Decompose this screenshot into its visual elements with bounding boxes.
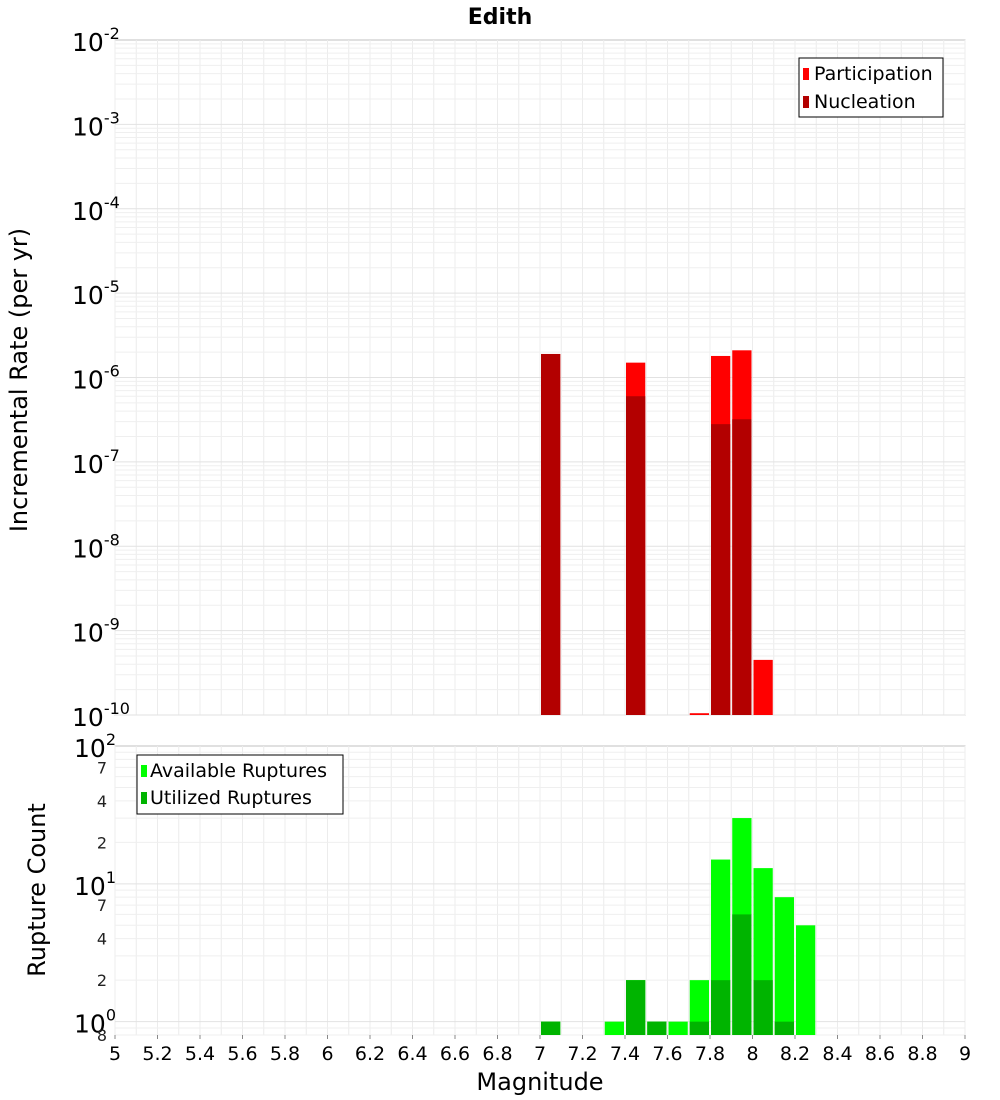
- count-gridlines: [114, 746, 966, 1036]
- participation-legend-label: Participation: [814, 63, 933, 85]
- rate-nucleation-bar: [711, 424, 731, 715]
- available-legend-label: Available Ruptures: [150, 760, 327, 782]
- count-y-minor-tick-label: 2: [97, 833, 107, 852]
- count-y-major-tick-label: 101: [74, 868, 116, 901]
- rate-y-tick-label: 10-9: [72, 615, 120, 648]
- utilized-legend-swatch: [141, 792, 147, 804]
- rate-y-tick-label: 10-10: [72, 699, 130, 732]
- rate-y-tick-label: 10-7: [72, 446, 120, 479]
- count-legend-box: [136, 754, 344, 815]
- count-y-minor-tick-label: 7: [97, 896, 107, 915]
- count-y-minor-tick-label: 4: [97, 930, 107, 949]
- rate-y-ticks: 10-2 10-3 10-4 10-5 10-6 10-7 10-8 10-9 10-10: [72, 24, 130, 732]
- x-tick-label: 7.2: [567, 1043, 597, 1065]
- x-tick-label: 6.6: [440, 1043, 470, 1065]
- count-available-ruptures-bar: [689, 980, 709, 1035]
- rate-y-axis-title: Incremental Rate (per yr): [5, 228, 33, 532]
- x-tick-label: 7.6: [652, 1043, 682, 1065]
- rate-participation-bar: [753, 659, 773, 715]
- rate-nucleation-bar: [541, 353, 561, 715]
- count-utilized-ruptures-bar: [774, 1021, 794, 1035]
- rate-nucleation-bar: [626, 396, 646, 715]
- nucleation-legend-label: Nucleation: [814, 91, 916, 113]
- participation-legend-swatch: [803, 68, 809, 80]
- count-available-ruptures-bar: [774, 897, 794, 1035]
- count-y-minor-tick-label: 7: [97, 758, 107, 777]
- rate-y-tick-label: 10-5: [72, 277, 120, 310]
- x-tick-label: 5.8: [270, 1043, 300, 1065]
- count-available-ruptures-bar: [668, 1021, 688, 1035]
- x-tick-label: 6: [321, 1043, 333, 1065]
- x-tick-label: 5.2: [142, 1043, 172, 1065]
- count-y-ticks: 102 101 100 7 4 2 7 4 2 8: [74, 730, 116, 1045]
- rate-nucleation-bar: [732, 419, 752, 715]
- x-axis-title: Magnitude: [476, 1068, 603, 1096]
- chart-title: Edith: [468, 5, 533, 30]
- rate-legend-box: [798, 57, 944, 118]
- nucleation-legend-swatch: [803, 96, 809, 108]
- x-tick-label: 8.2: [780, 1043, 810, 1065]
- count-utilized-ruptures-bar: [732, 914, 752, 1035]
- count-panel: 102 101 100 7 4 2 7 4 2 8 Rupture Count Available…: [23, 730, 971, 1096]
- count-utilized-ruptures-bar: [753, 980, 773, 1035]
- x-tick-label: 7: [534, 1043, 546, 1065]
- count-y-axis-title: Rupture Count: [23, 803, 51, 977]
- x-tick-label: 6.8: [482, 1043, 512, 1065]
- rate-panel: 10-2 10-3 10-4 10-5 10-6 10-7 10-8 10-9 10-10 In…: [5, 24, 966, 732]
- x-axis-ticks: 5 5.2 5.4 5.6 5.8 6 6.2 6.4 6.6 6.8 7 7.2 7.4 7.6 7.8 8…: [109, 1035, 971, 1065]
- x-tick-label: 7.8: [695, 1043, 725, 1065]
- x-tick-label: 5.6: [227, 1043, 257, 1065]
- count-utilized-ruptures-bar: [626, 980, 646, 1035]
- x-tick-label: 6.2: [355, 1043, 385, 1065]
- rate-gridlines: [114, 40, 966, 716]
- rate-y-tick-label: 10-6: [72, 362, 120, 395]
- count-y-minor-tick-label: 8: [97, 1026, 107, 1045]
- count-utilized-ruptures-bar: [647, 1021, 667, 1035]
- rate-y-tick-label: 10-3: [72, 108, 120, 141]
- rate-participation-bar: [689, 713, 709, 715]
- available-legend-swatch: [141, 765, 147, 777]
- rate-bars: [541, 350, 773, 715]
- x-tick-label: 7.4: [610, 1043, 640, 1065]
- rate-y-tick-label: 10-8: [72, 530, 120, 563]
- count-utilized-ruptures-bar: [689, 1021, 709, 1035]
- x-tick-label: 8: [746, 1043, 758, 1065]
- rate-legend: Participation Nucleation: [798, 57, 944, 118]
- count-utilized-ruptures-bar: [541, 1021, 561, 1035]
- count-legend: Available Ruptures Utilized Ruptures: [136, 754, 344, 815]
- x-tick-label: 5: [109, 1043, 121, 1065]
- count-y-minor-tick-label: 2: [97, 971, 107, 990]
- utilized-legend-label: Utilized Ruptures: [150, 787, 312, 809]
- x-tick-label: 6.4: [397, 1043, 427, 1065]
- count-bars: [541, 818, 816, 1035]
- x-tick-label: 8.8: [907, 1043, 937, 1065]
- count-y-minor-tick-label: 4: [97, 792, 107, 811]
- count-y-major-tick-label: 102: [74, 730, 116, 763]
- count-y-major-tick-label: 100: [74, 1006, 116, 1039]
- count-utilized-ruptures-bar: [711, 980, 731, 1035]
- x-tick-label: 9: [959, 1043, 971, 1065]
- x-tick-label: 5.4: [185, 1043, 215, 1065]
- rate-y-tick-label: 10-2: [72, 24, 120, 57]
- rate-y-tick-label: 10-4: [72, 193, 120, 226]
- x-tick-label: 8.6: [865, 1043, 895, 1065]
- count-available-ruptures-bar: [796, 925, 816, 1035]
- x-tick-label: 8.4: [822, 1043, 852, 1065]
- count-available-ruptures-bar: [604, 1021, 624, 1035]
